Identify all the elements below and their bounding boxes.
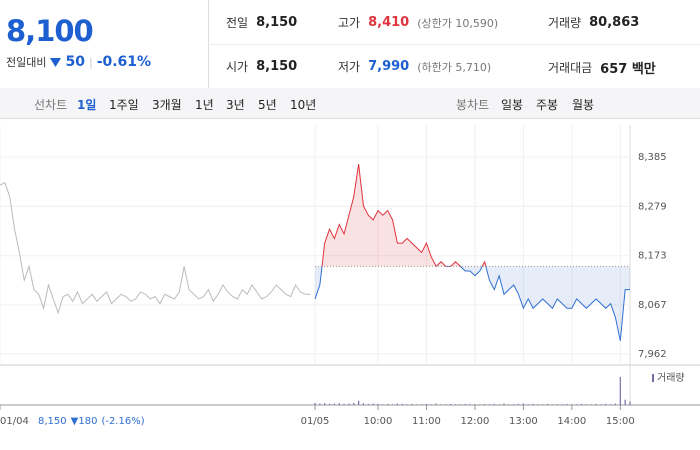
volume-legend-swatch [652, 374, 654, 382]
x-tick-label: 11:00 [412, 416, 441, 427]
x-tick-label: 01/04 [0, 416, 29, 427]
header: 8,100 전일대비 50 | -0.61% 전일 8,150 고가 8,410 (상한가… [0, 0, 700, 89]
x-tick-label: 10:00 [364, 416, 393, 427]
stat: 시가 8,150 [226, 58, 297, 75]
y-tick-label: 7,962 [638, 349, 667, 360]
tab[interactable]: 1년 [195, 98, 214, 112]
tab-group-label: 봉차트 [456, 98, 490, 112]
tab[interactable]: 5년 [258, 98, 277, 112]
stat-note: (하한가 5,710) [417, 60, 492, 74]
y-tick-label: 8,067 [638, 300, 667, 311]
stat-value: 8,410 [368, 15, 410, 30]
change-rate: -0.61% [96, 54, 152, 70]
stat-value: 657 백만 [600, 62, 656, 77]
prev-rate: (-2.16%) [101, 416, 144, 427]
stat-label: 거래대금 [548, 61, 593, 75]
stat-label: 거래량 [548, 16, 582, 30]
y-tick-label: 8,385 [638, 152, 667, 163]
price: 8,100 [6, 14, 94, 48]
stat-label: 고가 [338, 16, 361, 30]
x-tick-label: 12:00 [461, 416, 490, 427]
stat: 거래량 80,863 [548, 14, 639, 31]
stat-value: 8,150 [256, 59, 298, 74]
x-tick-label: 13:00 [509, 416, 538, 427]
price-line-up [321, 163, 487, 267]
stat-note: (상한가 10,590) [417, 16, 499, 30]
tab[interactable]: 3개월 [152, 98, 182, 112]
change-value: 50 [65, 54, 85, 70]
stat-value: 8,150 [256, 15, 298, 30]
tab[interactable]: 일봉 [501, 98, 524, 112]
y-tick-label: 8,173 [638, 251, 667, 262]
stat-value: 7,990 [368, 59, 410, 74]
stat: 전일 8,150 [226, 14, 297, 31]
stat: 고가 8,410 (상한가 10,590) [338, 14, 498, 31]
x-tick-label: 15:00 [606, 416, 635, 427]
area-down [315, 266, 630, 341]
tab[interactable]: 월봉 [572, 98, 595, 112]
tab[interactable]: 주봉 [536, 98, 559, 112]
stat-value: 80,863 [589, 15, 640, 30]
stat-label: 전일 [226, 16, 249, 30]
prev-info: 8,150 ▼180 (-2.16%) [38, 416, 145, 427]
tab[interactable]: 3년 [226, 98, 245, 112]
prev-close: 8,150 [38, 416, 67, 427]
stat: 거래대금 657 백만 [548, 58, 656, 77]
x-tick-label: 14:00 [557, 416, 586, 427]
volume-legend: 거래량 [657, 372, 685, 384]
y-tick-label: 8,279 [638, 201, 667, 212]
tab[interactable]: 1주일 [109, 98, 139, 112]
prev-change: 180 [78, 416, 97, 427]
change-label: 전일대비 [6, 56, 47, 69]
change: 전일대비 50 | -0.61% [6, 54, 152, 70]
tab[interactable]: 10년 [290, 98, 317, 112]
price-line [0, 181, 311, 315]
price-line-down [314, 266, 630, 341]
down-icon [50, 58, 62, 67]
stat: 저가 7,990 (하한가 5,710) [338, 58, 491, 75]
stat-label: 저가 [338, 60, 361, 74]
x-tick-label: 01/05 [301, 416, 330, 427]
area-up [315, 164, 630, 267]
tab-bar: 선차트 1일 1주일 3개월 1년 3년 5년 10년 봉차트 일봉 주봉 월봉 [0, 88, 700, 119]
tab[interactable]: 1일 [77, 98, 97, 112]
stat-label: 시가 [226, 60, 249, 74]
down-arrow: ▼ [71, 416, 79, 427]
tab-group-label: 선차트 [34, 98, 68, 112]
